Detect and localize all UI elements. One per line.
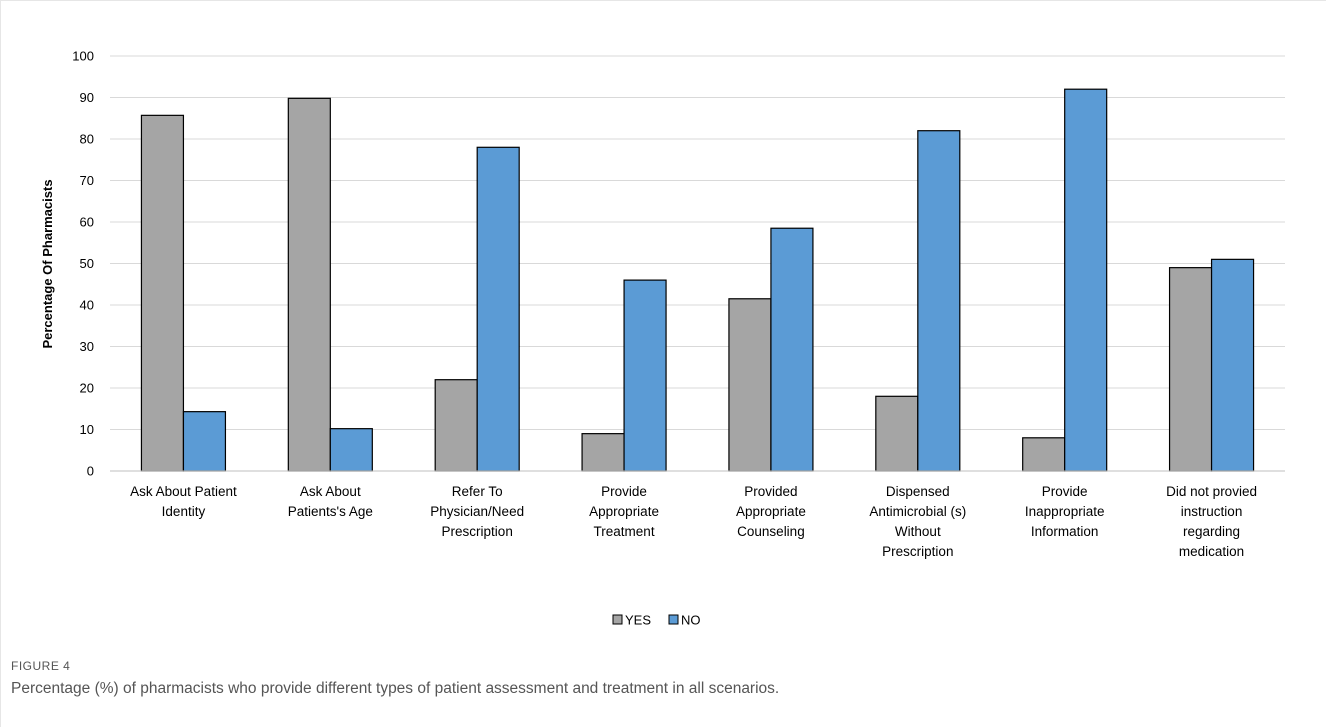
legend-label-no: NO [681, 613, 701, 628]
x-tick-label: Provide Inappropriate Information [1025, 484, 1105, 539]
y-tick-label: 20 [80, 381, 94, 396]
bar-yes [729, 299, 771, 471]
y-tick-label: 70 [80, 173, 94, 188]
x-tick-label: Provide Appropriate Treatment [589, 484, 659, 539]
bar-no [477, 147, 519, 471]
y-tick-label: 50 [80, 256, 94, 271]
bar-chart: 0 10 20 30 40 50 60 70 80 90 100 Ask About Patient I… [0, 0, 1326, 650]
x-tick-label: Provided Appropriate Counseling [736, 484, 806, 539]
bar-yes [1170, 268, 1212, 471]
x-tick-label: Ask About Patients's Age [288, 484, 373, 519]
bar-yes [141, 115, 183, 471]
y-tick-label: 60 [80, 215, 94, 230]
x-tick-label: Refer To Physician/Need Prescription [430, 484, 524, 539]
y-tick-label: 0 [87, 464, 94, 479]
bar-yes [582, 434, 624, 471]
legend-swatch-yes [613, 615, 622, 624]
y-tick-label: 30 [80, 339, 94, 354]
y-tick-label: 40 [80, 298, 94, 313]
x-tick-label: Did not provied instruction regarding medic… [1166, 484, 1257, 559]
y-axis-label: Percentage Of Pharmacists [40, 179, 55, 348]
figure-caption: Percentage (%) of pharmacists who provid… [11, 680, 779, 698]
y-tick-label: 90 [80, 90, 94, 105]
y-tick-label: 10 [80, 422, 94, 437]
figure-label: FIGURE 4 [11, 659, 70, 673]
x-tick-label: Ask About Patient Identity [130, 484, 237, 519]
x-tick-label: Dispensed Antimicrobial (s) Without Prescri… [869, 484, 966, 559]
bar-no [1212, 259, 1254, 471]
bar-no [771, 228, 813, 471]
bar-no [1065, 89, 1107, 471]
legend-label-yes: YES [625, 613, 651, 628]
bar-no [918, 131, 960, 471]
bar-yes [876, 396, 918, 471]
bar-no [624, 280, 666, 471]
legend-swatch-no [669, 615, 678, 624]
y-tick-label: 100 [72, 49, 94, 64]
bar-no [330, 429, 372, 471]
bar-no [183, 412, 225, 471]
bar-yes [288, 98, 330, 471]
bar-yes [435, 380, 477, 471]
bar-yes [1023, 438, 1065, 471]
y-tick-label: 80 [80, 132, 94, 147]
